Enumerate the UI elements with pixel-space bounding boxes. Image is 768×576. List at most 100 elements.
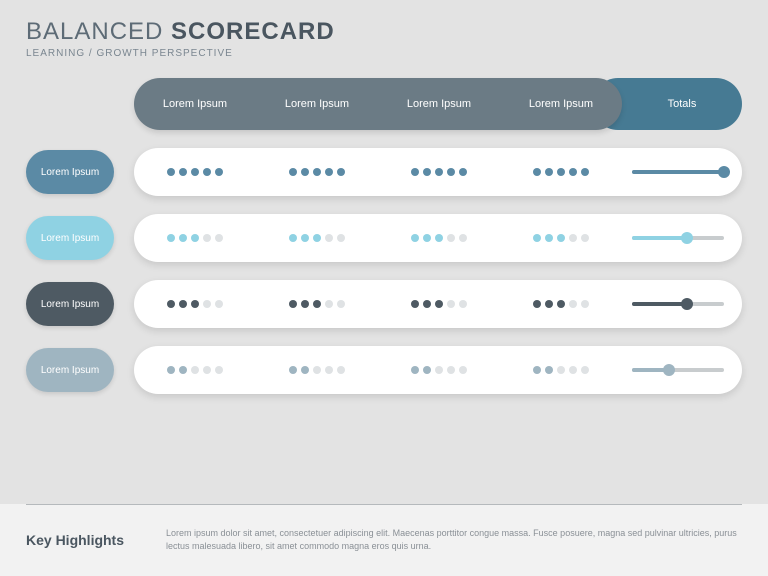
dot-empty-icon — [325, 366, 333, 374]
footer: Key Highlights Lorem ipsum dolor sit ame… — [0, 504, 768, 576]
dot-filled-icon — [289, 300, 297, 308]
row-total-slider — [622, 368, 742, 372]
row-total-slider — [622, 302, 742, 306]
dot-cell — [256, 234, 378, 242]
dot-empty-icon — [215, 366, 223, 374]
dot-cell — [500, 366, 622, 374]
dot-empty-icon — [569, 234, 577, 242]
dot-filled-icon — [545, 300, 553, 308]
dot-filled-icon — [411, 234, 419, 242]
header-col-3: Lorem Ipsum — [500, 98, 622, 110]
slider-track — [632, 170, 724, 174]
page-subtitle: LEARNING / GROWTH PERSPECTIVE — [26, 48, 768, 59]
dot-empty-icon — [447, 366, 455, 374]
dot-filled-icon — [423, 300, 431, 308]
dot-filled-icon — [167, 168, 175, 176]
dot-filled-icon — [313, 234, 321, 242]
dot-filled-icon — [289, 234, 297, 242]
title-bold: SCORECARD — [171, 18, 335, 45]
row-pill — [134, 148, 742, 196]
dot-empty-icon — [191, 366, 199, 374]
dot-empty-icon — [447, 300, 455, 308]
header: BALANCED SCORECARD LEARNING / GROWTH PER… — [0, 0, 768, 67]
dot-filled-icon — [423, 234, 431, 242]
dot-filled-icon — [289, 366, 297, 374]
slider-fill — [632, 170, 724, 174]
slider-thumb — [718, 166, 730, 178]
dot-empty-icon — [459, 234, 467, 242]
dot-filled-icon — [411, 366, 419, 374]
dot-filled-icon — [325, 168, 333, 176]
dot-empty-icon — [581, 234, 589, 242]
dot-filled-icon — [533, 366, 541, 374]
dot-empty-icon — [325, 300, 333, 308]
dot-empty-icon — [337, 366, 345, 374]
row-dots-area — [134, 300, 622, 308]
page-title: BALANCED SCORECARD — [26, 18, 768, 46]
dot-filled-icon — [313, 168, 321, 176]
dot-filled-icon — [411, 168, 419, 176]
dot-filled-icon — [423, 366, 431, 374]
dot-cell — [134, 234, 256, 242]
row-total-slider — [622, 170, 742, 174]
slider-thumb — [681, 232, 693, 244]
slider-thumb — [681, 298, 693, 310]
dot-cell — [500, 300, 622, 308]
footer-title: Key Highlights — [26, 532, 166, 548]
dot-filled-icon — [167, 234, 175, 242]
dot-cell — [378, 168, 500, 176]
dot-filled-icon — [179, 300, 187, 308]
dot-filled-icon — [581, 168, 589, 176]
dot-filled-icon — [167, 300, 175, 308]
score-row: Lorem Ipsum — [26, 148, 742, 196]
dot-filled-icon — [301, 168, 309, 176]
dot-cell — [378, 366, 500, 374]
dot-empty-icon — [203, 366, 211, 374]
dot-empty-icon — [581, 300, 589, 308]
row-dots-area — [134, 234, 622, 242]
score-row: Lorem Ipsum — [26, 346, 742, 394]
row-label: Lorem Ipsum — [26, 348, 114, 392]
dot-empty-icon — [447, 234, 455, 242]
dot-filled-icon — [435, 168, 443, 176]
dot-filled-icon — [191, 168, 199, 176]
dot-filled-icon — [301, 234, 309, 242]
title-light: BALANCED — [26, 18, 171, 45]
slider-thumb — [663, 364, 675, 376]
dot-filled-icon — [545, 168, 553, 176]
row-total-slider — [622, 236, 742, 240]
row-pill — [134, 346, 742, 394]
slider-fill — [632, 236, 687, 240]
dot-filled-icon — [179, 366, 187, 374]
header-col-0: Lorem Ipsum — [134, 98, 256, 110]
dot-filled-icon — [533, 234, 541, 242]
dot-filled-icon — [191, 234, 199, 242]
dot-empty-icon — [557, 366, 565, 374]
header-row: Totals Lorem Ipsum Lorem Ipsum Lorem Ips… — [134, 78, 742, 130]
dot-cell — [256, 300, 378, 308]
footer-body: Lorem ipsum dolor sit amet, consectetuer… — [166, 527, 742, 554]
dot-empty-icon — [325, 234, 333, 242]
header-columns: Lorem Ipsum Lorem Ipsum Lorem Ipsum Lore… — [134, 78, 622, 130]
dot-filled-icon — [435, 234, 443, 242]
dot-cell — [500, 168, 622, 176]
row-label: Lorem Ipsum — [26, 216, 114, 260]
dot-filled-icon — [215, 168, 223, 176]
dot-empty-icon — [459, 366, 467, 374]
slider-track — [632, 236, 724, 240]
dot-filled-icon — [411, 300, 419, 308]
row-label: Lorem Ipsum — [26, 282, 114, 326]
dot-filled-icon — [313, 300, 321, 308]
slider-track — [632, 368, 724, 372]
dot-cell — [134, 300, 256, 308]
dot-empty-icon — [215, 300, 223, 308]
dot-empty-icon — [215, 234, 223, 242]
dot-filled-icon — [301, 366, 309, 374]
dot-empty-icon — [435, 366, 443, 374]
dot-filled-icon — [179, 234, 187, 242]
dot-cell — [378, 300, 500, 308]
score-row: Lorem Ipsum — [26, 280, 742, 328]
dot-filled-icon — [545, 234, 553, 242]
dot-filled-icon — [533, 168, 541, 176]
row-label: Lorem Ipsum — [26, 150, 114, 194]
